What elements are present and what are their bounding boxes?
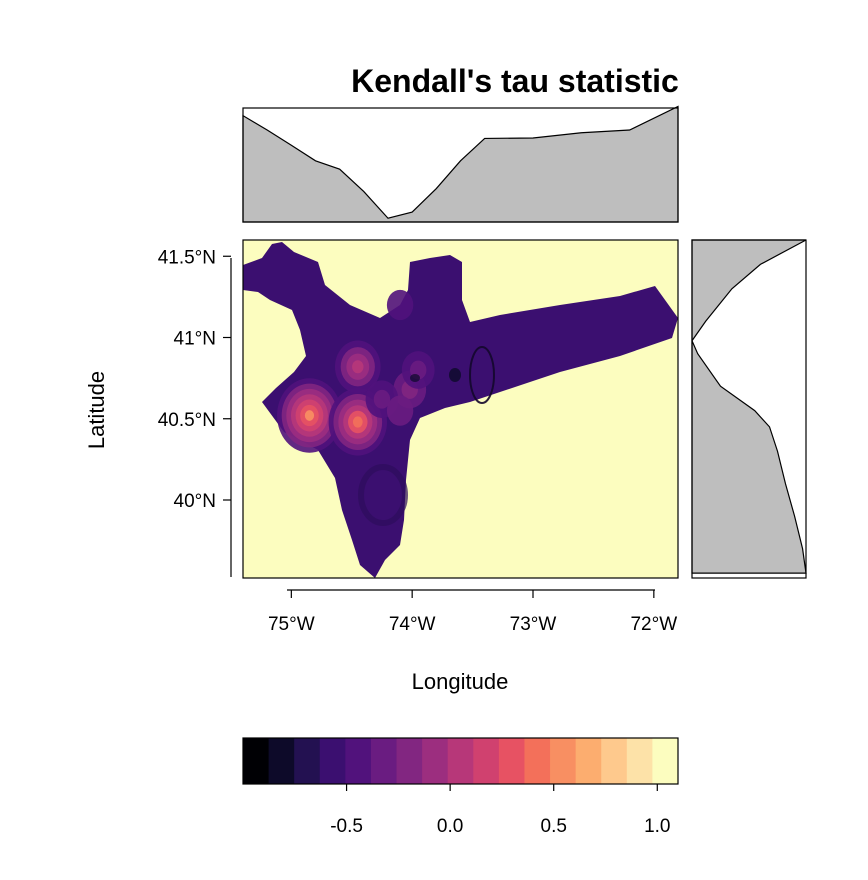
colorbar-tick-label: 1.0 bbox=[644, 816, 670, 837]
colorbar-tick-label: 0.5 bbox=[541, 816, 567, 837]
hotspot-contour bbox=[373, 389, 391, 409]
right-marginal-frame bbox=[691, 239, 807, 579]
colorbar-bin bbox=[524, 738, 551, 784]
colorbar-bin bbox=[550, 738, 577, 784]
map-panel bbox=[242, 239, 679, 579]
x-axis: 75°W 74°W 73°W 72°W bbox=[268, 589, 677, 635]
colorbar-bin bbox=[396, 738, 423, 784]
x-tick-label: 75°W bbox=[268, 614, 315, 635]
hotspot-contour bbox=[386, 395, 414, 426]
colorbar-bin bbox=[268, 738, 295, 784]
colorbar-bin bbox=[652, 738, 679, 784]
hotspot-layer bbox=[277, 289, 435, 456]
y-tick-label: 41°N bbox=[174, 329, 216, 350]
colorbar-tick-label: -0.5 bbox=[330, 816, 363, 837]
colorbar bbox=[243, 738, 679, 784]
contour-ring-south bbox=[358, 464, 408, 526]
y-tick-label: 40.5°N bbox=[158, 410, 216, 431]
hotspot-contour bbox=[352, 360, 364, 374]
contour-ring-east bbox=[469, 346, 495, 404]
colorbar-bin bbox=[345, 738, 372, 784]
hotspot-contour bbox=[352, 416, 363, 428]
colorbar-bin bbox=[601, 738, 628, 784]
hotspot-contour bbox=[304, 410, 315, 421]
hotspot bbox=[401, 351, 435, 389]
top-marginal-area bbox=[242, 105, 679, 223]
right-marginal-area bbox=[691, 239, 807, 574]
colorbar-tick-label: 0.0 bbox=[437, 816, 463, 837]
colorbar-frame bbox=[242, 737, 679, 785]
colorbar-bin bbox=[422, 738, 449, 784]
colorbar-bin bbox=[370, 738, 398, 784]
hotspot bbox=[328, 388, 387, 456]
hotspot bbox=[386, 289, 414, 321]
contour-spot-east bbox=[449, 368, 461, 382]
colorbar-bin bbox=[447, 738, 474, 784]
top-marginal-panel bbox=[242, 105, 679, 223]
x-tick-label: 73°W bbox=[510, 614, 557, 635]
x-tick-label: 74°W bbox=[389, 614, 436, 635]
hotspot bbox=[277, 378, 342, 453]
colorbar-bin bbox=[575, 738, 602, 784]
map-frame bbox=[242, 239, 679, 579]
colorbar-bin bbox=[626, 738, 653, 784]
colorbar-axis: -0.5 0.0 0.5 1.0 bbox=[330, 784, 670, 837]
y-axis-label: Latitude bbox=[84, 371, 109, 449]
chart-title: Kendall's tau statistic bbox=[351, 63, 679, 99]
y-tick-label: 40°N bbox=[174, 491, 216, 512]
hotspot-contour bbox=[386, 289, 414, 321]
colorbar-bin bbox=[498, 738, 525, 784]
colorbar-bin bbox=[473, 738, 500, 784]
hotspot bbox=[334, 340, 381, 393]
y-tick-label: 41.5°N bbox=[158, 247, 216, 268]
top-marginal-frame bbox=[242, 107, 679, 223]
x-axis-label: Longitude bbox=[412, 669, 509, 694]
colorbar-bin bbox=[243, 738, 270, 784]
contour-spot-central bbox=[410, 374, 420, 382]
colorbar-bin bbox=[319, 738, 346, 784]
hotspot bbox=[386, 395, 414, 426]
right-marginal-panel bbox=[691, 239, 807, 579]
map-region bbox=[243, 242, 678, 578]
colorbar-bin bbox=[294, 738, 321, 784]
x-tick-label: 72°W bbox=[630, 614, 677, 635]
y-axis: 41.5°N 41°N 40.5°N 40°N bbox=[158, 247, 232, 577]
